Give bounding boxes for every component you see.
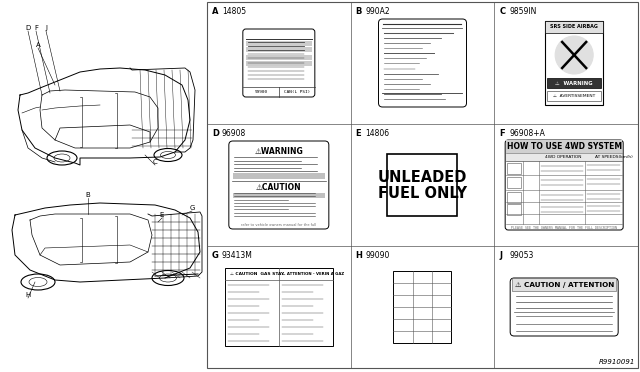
Bar	[545, 21, 603, 33]
Bar	[506, 140, 622, 153]
Bar	[233, 193, 325, 198]
Bar	[246, 47, 312, 52]
Text: C: C	[152, 159, 157, 165]
Text: UNLEADED: UNLEADED	[378, 170, 467, 185]
Text: F: F	[34, 25, 38, 31]
Text: ⚠ CAUTION  GAS STAY: ⚠ CAUTION GAS STAY	[230, 272, 284, 276]
Text: G: G	[189, 205, 195, 211]
Bar	[225, 268, 333, 346]
Text: H: H	[26, 292, 31, 298]
Bar	[512, 278, 616, 291]
Bar	[507, 163, 521, 174]
Text: SRS SIDE AIRBAG: SRS SIDE AIRBAG	[550, 25, 598, 29]
Text: 96908: 96908	[222, 129, 246, 138]
Text: 4WD OPERATION: 4WD OPERATION	[545, 155, 582, 159]
Bar	[507, 204, 521, 215]
Text: B: B	[86, 192, 90, 198]
Text: F: F	[499, 129, 505, 138]
Bar	[246, 61, 312, 66]
Text: AT SPEEDS(km/h): AT SPEEDS(km/h)	[595, 155, 633, 159]
Text: J: J	[499, 251, 502, 260]
Text: ⚠CAUTION: ⚠CAUTION	[256, 183, 301, 192]
Text: ⚠ ATTENTION - VERIN A GAZ: ⚠ ATTENTION - VERIN A GAZ	[282, 272, 344, 276]
Text: refer to vehicle owners manual for the full: refer to vehicle owners manual for the f…	[241, 223, 316, 227]
Text: 14805: 14805	[222, 7, 246, 16]
Bar	[547, 78, 601, 88]
Text: ⚠ CAUTION / ATTENTION: ⚠ CAUTION / ATTENTION	[515, 282, 614, 288]
Text: 990A2: 990A2	[365, 7, 390, 16]
Text: 93413M: 93413M	[222, 251, 253, 260]
Text: ⚠  AVERTISSEMENT: ⚠ AVERTISSEMENT	[553, 94, 595, 98]
Bar	[547, 91, 601, 101]
Text: 9859IN: 9859IN	[509, 7, 537, 16]
Bar	[507, 177, 521, 188]
Text: E: E	[356, 129, 362, 138]
Text: H: H	[356, 251, 362, 260]
Text: 96908+A: 96908+A	[509, 129, 545, 138]
Text: 14806: 14806	[365, 129, 390, 138]
Text: E: E	[160, 212, 164, 218]
Bar	[507, 192, 521, 203]
Text: FUEL ONLY: FUEL ONLY	[378, 186, 467, 202]
Text: C: C	[499, 7, 506, 16]
Text: PLEASE SEE THE OWNERS MANUAL FOR THE FULL DESCRIPTION: PLEASE SEE THE OWNERS MANUAL FOR THE FUL…	[511, 226, 617, 230]
Text: R9910091: R9910091	[598, 359, 635, 365]
Text: CAN(L PSI): CAN(L PSI)	[284, 90, 310, 94]
Bar	[394, 271, 451, 343]
Text: HOW TO USE 4WD SYSTEM: HOW TO USE 4WD SYSTEM	[507, 142, 621, 151]
Text: ⚠WARNING: ⚠WARNING	[255, 147, 303, 155]
Text: A: A	[212, 7, 218, 16]
Text: G: G	[212, 251, 219, 260]
Text: B: B	[356, 7, 362, 16]
Bar	[246, 55, 312, 60]
Bar	[233, 173, 325, 179]
Text: ⚠  WARNING: ⚠ WARNING	[556, 80, 593, 86]
Text: 99053: 99053	[509, 251, 534, 260]
Text: A: A	[36, 42, 40, 48]
Text: J: J	[45, 25, 47, 31]
Text: 99090: 99090	[365, 251, 390, 260]
Text: D: D	[26, 25, 31, 31]
Circle shape	[555, 36, 593, 74]
Bar	[207, 2, 638, 368]
Bar	[246, 41, 312, 46]
Text: D: D	[212, 129, 219, 138]
Text: 99900: 99900	[254, 90, 268, 94]
Bar	[506, 153, 622, 161]
Bar	[387, 154, 458, 216]
Bar	[545, 21, 603, 105]
